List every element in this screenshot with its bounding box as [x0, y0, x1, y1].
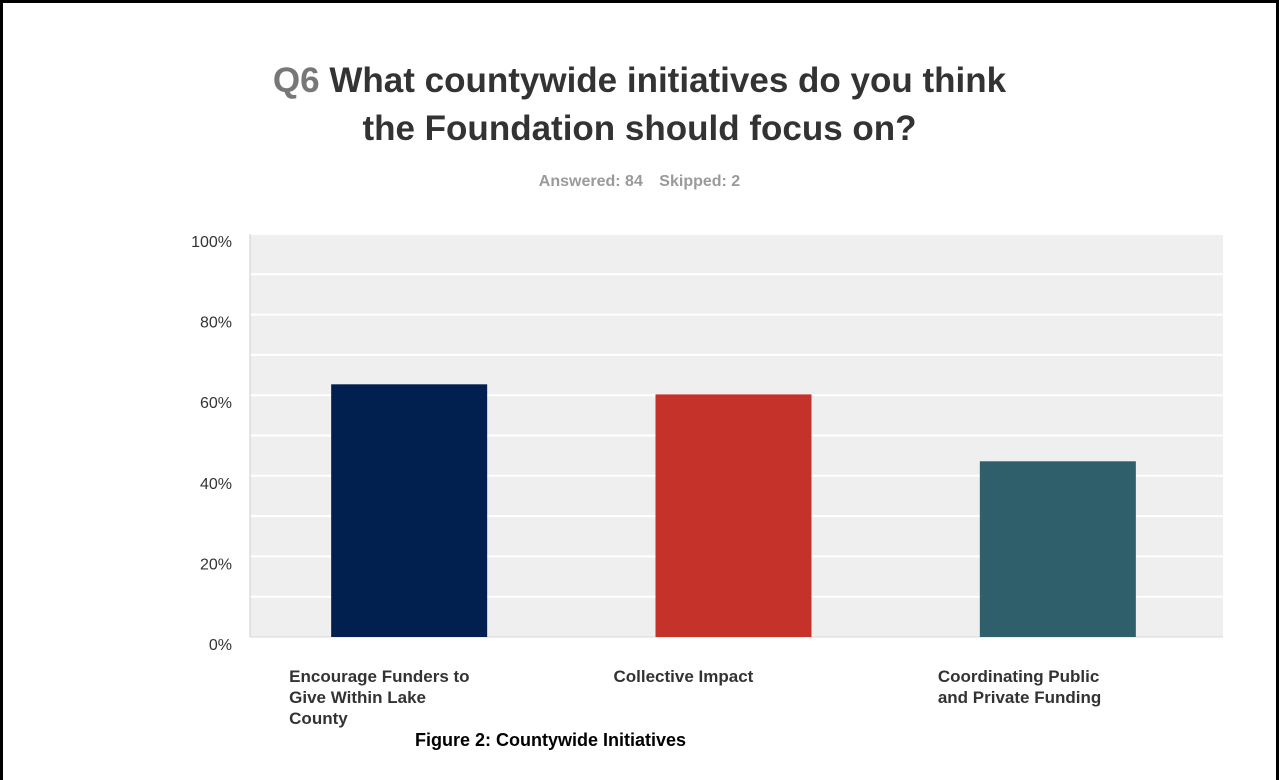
- x-tick-label: Collective Impact: [614, 667, 754, 686]
- title-text-line1: What countywide initiatives do you think: [329, 61, 1007, 100]
- bar: [979, 461, 1136, 637]
- y-tick-label: 0%: [209, 637, 232, 654]
- y-tick-label: 20%: [200, 556, 232, 573]
- bar: [655, 394, 812, 637]
- y-tick-label: 80%: [200, 315, 232, 332]
- bar: [331, 384, 488, 637]
- chart-title-line2: the Foundation should focus on?: [362, 109, 917, 148]
- y-tick-label: 100%: [191, 234, 232, 251]
- y-tick-label: 40%: [200, 476, 232, 493]
- y-tick-label: 60%: [200, 395, 232, 412]
- skipped-count: Skipped: 2: [659, 173, 741, 190]
- figure-caption: Figure 2: Countywide Initiatives: [415, 730, 687, 750]
- x-tick-label: Coordinating Public and Private Funding: [938, 667, 1101, 707]
- question-number: Q6: [272, 61, 320, 100]
- answered-count: Answered: 84: [538, 173, 643, 190]
- x-tick-label: Encourage Funders to Give Within Lake Coun…: [289, 667, 469, 728]
- chart-title-line1: Q6 What countywide initiatives do you th…: [0, 58, 1279, 104]
- response-stats: Answered: 84 Skipped: 2: [0, 173, 1279, 191]
